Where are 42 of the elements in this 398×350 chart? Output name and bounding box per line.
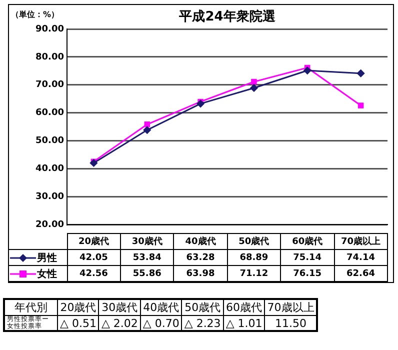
y-tick-label: 20.00 [36, 220, 64, 230]
text: 11.50 [264, 316, 318, 331]
data-label: 62.64 [334, 266, 388, 282]
y-tick-label: 90.00 [36, 24, 64, 34]
text: 30歳代 [98, 299, 140, 316]
y-axis-title: （単位：%） [11, 10, 60, 20]
text: △ 1.01 [223, 316, 265, 331]
text: 40歳代 [140, 299, 182, 316]
y-tick-label: 30.00 [36, 192, 64, 202]
x-tick-label: 40歳代 [174, 234, 228, 250]
text: 20歳代 [58, 299, 99, 316]
data-label: 74.14 [334, 250, 388, 266]
text: △ 0.70 [140, 316, 182, 331]
y-tick-label: 60.00 [36, 108, 64, 118]
y-tick-label: 40.00 [36, 164, 64, 174]
y-tick-label: 70.00 [36, 80, 64, 90]
chart-title: 平成24年衆院選 [178, 8, 276, 24]
text: △ 2.23 [182, 316, 224, 331]
data-label: 76.15 [280, 266, 334, 282]
text: △ 0.51 [58, 316, 99, 331]
text: △ 2.02 [98, 316, 140, 331]
x-tick-label: 30歳代 [120, 234, 174, 250]
text: 50歳代 [182, 299, 224, 316]
text: 年代別 [4, 299, 58, 316]
data-label: 42.56 [67, 266, 120, 282]
data-label: 75.14 [280, 250, 334, 266]
x-tick-label: 60歳代 [280, 234, 334, 250]
data-label: 55.86 [120, 266, 174, 282]
data-label: 53.84 [120, 250, 174, 266]
data-label: 63.28 [174, 250, 228, 266]
text: 70歳以上 [264, 299, 318, 316]
x-tick-label: 20歳代 [67, 234, 120, 250]
data-label: 68.89 [227, 250, 281, 266]
y-tick-label: 50.00 [36, 136, 64, 146]
x-tick-label: 70歳以上 [334, 234, 388, 250]
data-label: 71.12 [227, 266, 281, 282]
data-label: 42.05 [67, 250, 120, 266]
x-tick-label: 50歳代 [227, 234, 281, 250]
text: 60歳代 [223, 299, 265, 316]
data-label: 63.98 [174, 266, 228, 282]
y-tick-label: 80.00 [36, 52, 64, 62]
legend-label: 男性 [37, 252, 57, 264]
